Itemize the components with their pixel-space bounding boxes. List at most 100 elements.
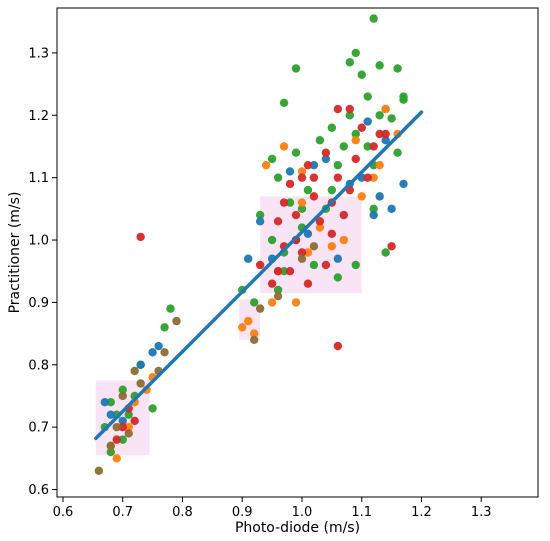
- point-blue-19: [118, 416, 127, 426]
- point-blue-6: [285, 167, 295, 176]
- point-olive-9: [136, 379, 145, 388]
- point-green-48: [106, 447, 115, 457]
- x-tick-label: 0.9: [232, 505, 253, 520]
- point-red-38: [327, 229, 337, 238]
- point-orange-14: [297, 198, 307, 207]
- point-blue-1: [381, 136, 390, 145]
- x-tick-label: 1.0: [292, 505, 313, 520]
- point-orange-6: [303, 248, 313, 257]
- point-red-8: [309, 173, 319, 182]
- point-blue-3: [387, 204, 396, 214]
- point-red-2: [357, 123, 366, 132]
- point-green-31: [309, 260, 319, 270]
- point-olive-13: [297, 254, 307, 263]
- point-olive-0: [172, 316, 181, 326]
- point-red-16: [315, 217, 325, 226]
- point-green-22: [303, 185, 313, 195]
- point-green-14: [387, 114, 396, 123]
- point-green-11: [399, 95, 408, 104]
- point-olive-10: [249, 335, 259, 345]
- point-green-4: [393, 64, 402, 73]
- point-blue-2: [399, 179, 408, 189]
- point-blue-8: [333, 254, 343, 263]
- point-olive-1: [160, 348, 169, 357]
- point-orange-15: [315, 223, 325, 232]
- point-green-32: [333, 273, 343, 282]
- y-tick-label: 0.6: [28, 483, 49, 498]
- point-olive-5: [112, 422, 121, 432]
- point-red-17: [339, 210, 349, 220]
- point-olive-7: [94, 466, 104, 476]
- point-red-25: [333, 341, 343, 351]
- x-tick-label: 1.2: [411, 505, 432, 520]
- y-tick-label: 0.8: [28, 358, 49, 373]
- point-green-17: [291, 148, 301, 157]
- point-green-42: [106, 397, 115, 407]
- x-tick-label: 0.8: [172, 505, 193, 520]
- point-blue-17: [136, 360, 145, 369]
- point-green-50: [345, 111, 354, 120]
- point-red-31: [118, 422, 127, 432]
- point-blue-10: [255, 217, 265, 226]
- point-green-16: [339, 142, 349, 151]
- point-orange-0: [381, 104, 390, 114]
- point-olive-12: [273, 291, 283, 301]
- point-orange-7: [327, 242, 337, 251]
- point-red-35: [297, 173, 307, 182]
- point-olive-3: [130, 366, 139, 376]
- point-red-30: [375, 129, 384, 139]
- point-red-9: [333, 173, 343, 182]
- point-olive-6: [106, 441, 115, 451]
- point-orange-24: [375, 160, 384, 170]
- point-green-18: [351, 129, 360, 139]
- point-olive-11: [255, 304, 265, 313]
- point-green-53: [279, 267, 289, 276]
- point-orange-11: [267, 298, 277, 307]
- point-orange-2: [369, 173, 378, 182]
- point-orange-1: [351, 136, 360, 145]
- y-tick-label: 1.3: [28, 46, 49, 61]
- point-green-54: [327, 185, 337, 195]
- point-olive-8: [124, 429, 133, 438]
- point-red-27: [387, 242, 396, 251]
- point-green-9: [363, 92, 372, 101]
- point-green-26: [393, 148, 402, 157]
- point-green-38: [166, 304, 175, 313]
- point-orange-5: [261, 160, 271, 170]
- point-blue-9: [244, 254, 253, 263]
- y-tick-label: 1.1: [28, 171, 49, 186]
- point-orange-16: [339, 235, 349, 245]
- point-blue-18: [100, 397, 110, 407]
- point-red-34: [130, 416, 139, 426]
- point-green-0: [369, 14, 378, 23]
- point-red-4: [369, 142, 378, 151]
- point-blue-14: [375, 192, 384, 201]
- point-green-7: [291, 64, 301, 73]
- point-red-21: [285, 267, 295, 276]
- point-green-19: [267, 154, 277, 164]
- point-red-19: [297, 248, 307, 257]
- x-axis-label: Photo-diode (m/s): [235, 520, 360, 536]
- point-red-24: [267, 279, 277, 288]
- point-blue-16: [148, 348, 157, 357]
- point-red-15: [291, 210, 301, 220]
- point-green-39: [160, 323, 169, 332]
- point-green-41: [118, 385, 127, 394]
- point-green-33: [351, 260, 360, 270]
- point-green-34: [381, 248, 390, 257]
- fit-line-layer: [94, 110, 424, 441]
- point-green-8: [279, 98, 289, 108]
- point-green-28: [267, 235, 277, 245]
- point-orange-25: [297, 167, 307, 176]
- point-orange-17: [357, 192, 366, 201]
- point-green-37: [273, 285, 283, 295]
- x-ticks: 0.6 0.7 0.8 0.9 1.0 1.1 1.2 1.3: [53, 497, 492, 520]
- point-blue-20: [106, 410, 115, 419]
- point-green-55: [369, 204, 378, 214]
- point-red-5: [321, 148, 331, 157]
- y-tick-label: 0.7: [28, 421, 49, 436]
- y-tick-label: 1.0: [28, 234, 49, 249]
- point-orange-22: [124, 422, 133, 432]
- point-green-27: [255, 210, 265, 220]
